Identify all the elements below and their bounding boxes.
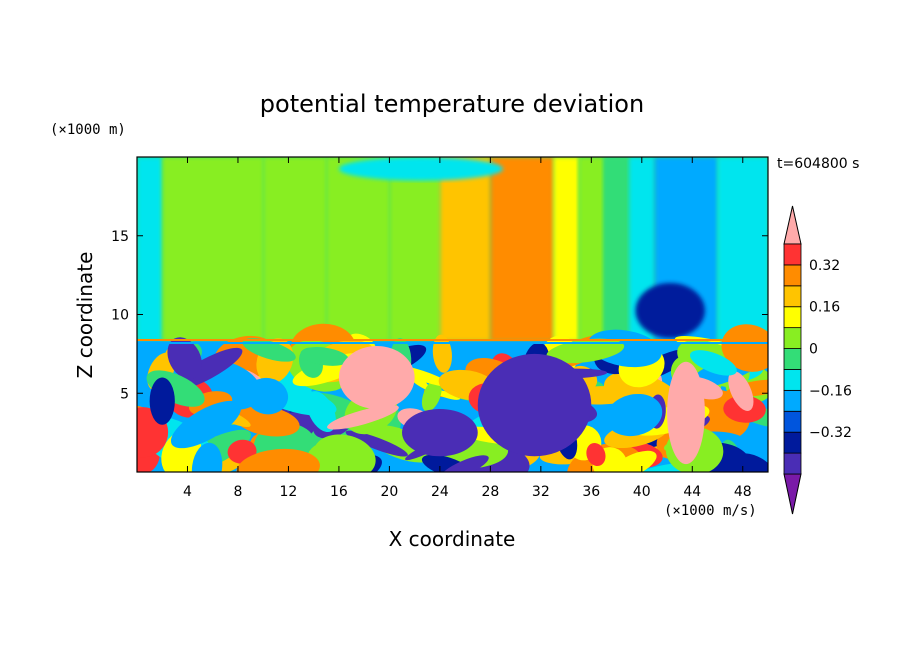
x-axis-label: X coordinate [389, 527, 516, 551]
upper-layer [137, 157, 768, 342]
lower-feature-1 [402, 409, 478, 457]
colorbar-label-4: 0.32 [809, 258, 840, 274]
upper-column-9 [603, 157, 630, 342]
upper-feature-0 [338, 157, 503, 181]
colorbar-box-4 [783, 369, 802, 391]
x-tick-label-32: 32 [532, 484, 550, 500]
colorbar-box-8 [783, 285, 802, 308]
turbulence-blob-148 [167, 337, 202, 380]
colorbar-box-7 [783, 306, 802, 329]
x-units-label: (×1000 m/s) [664, 503, 757, 519]
x-tick-label-20: 20 [380, 484, 398, 500]
colorbar-box-5 [783, 348, 802, 370]
plot-area [137, 157, 768, 472]
lower-feature-2 [338, 346, 415, 409]
turbulence-blob-77 [234, 405, 300, 437]
turbulence-blob-168 [606, 393, 663, 437]
upper-feature-1 [635, 283, 705, 339]
chart-title: potential temperature deviation [260, 90, 644, 118]
colorbar-label-3: 0.16 [809, 300, 840, 316]
turbulence-blob-114 [236, 448, 320, 472]
turbulence-blob-153 [546, 338, 625, 364]
colorbar-label-1: −0.16 [809, 383, 852, 399]
y-axis-label: Z coordinate [73, 252, 97, 379]
y-axis-ticks: 5 10 15 [111, 229, 768, 402]
upper-column-2 [263, 157, 327, 342]
turbulence-blob-151 [609, 450, 657, 472]
y-tick-label-10: 10 [111, 308, 129, 324]
y-tick-label-15: 15 [111, 229, 129, 245]
x-tick-label-16: 16 [330, 484, 348, 500]
x-tick-label-8: 8 [233, 484, 242, 500]
time-label: t=604800 s [777, 156, 859, 172]
turbulence-blob-117 [421, 454, 474, 472]
turbulence-blob-163 [689, 350, 737, 376]
x-tick-label-36: 36 [582, 484, 600, 500]
upper-column-6 [490, 157, 554, 342]
lower-feature-4 [149, 377, 175, 425]
colorbar-box-6 [783, 327, 802, 349]
turbulence-blob-150 [721, 324, 768, 372]
turbulence-blob-96 [313, 434, 376, 472]
turbulence-blob-58 [345, 430, 408, 457]
upper-column-7 [553, 157, 580, 342]
colorbar-box-3 [783, 389, 802, 412]
colorbar-extend-max [783, 205, 802, 245]
colorbar-extend-min [783, 473, 802, 515]
x-tick-label-12: 12 [280, 484, 298, 500]
x-tick-label-28: 28 [481, 484, 499, 500]
lower-feature-3 [667, 361, 705, 465]
x-axis-ticks: 4 8 12 16 20 24 28 32 36 40 44 48 [183, 157, 752, 500]
lower-layer [137, 323, 768, 472]
turbulence-blob-126 [421, 379, 442, 412]
y-tick-label-5: 5 [120, 386, 129, 402]
turbulence-blob-62 [432, 334, 452, 373]
turbulence-blob-109 [327, 405, 399, 430]
upper-column-12 [717, 157, 768, 342]
colorbar: −0.32 −0.16 0 0.16 0.32 [783, 205, 852, 515]
inversion-line-orange [137, 339, 768, 341]
turbulence-blob-156 [728, 371, 754, 411]
turbulence-blob-134 [300, 347, 349, 366]
colorbar-box-10 [783, 243, 802, 266]
upper-column-5 [439, 157, 491, 342]
upper-column-4 [389, 157, 441, 342]
colorbar-box-2 [783, 410, 802, 433]
x-tick-label-44: 44 [683, 484, 701, 500]
upper-column-0 [137, 157, 163, 342]
colorbar-label-0: −0.32 [809, 425, 852, 441]
colorbar-label-2: 0 [809, 342, 818, 358]
y-units-label: (×1000 m) [50, 122, 126, 138]
colorbar-box-9 [783, 264, 802, 287]
colorbar-box-1 [783, 431, 802, 454]
turbulence-blob-133 [171, 347, 243, 391]
turbulence-blob-127 [586, 443, 606, 467]
upper-column-8 [578, 157, 605, 342]
lower-feature-0 [477, 353, 592, 457]
x-tick-label-48: 48 [734, 484, 752, 500]
turbulence-blob-169 [170, 400, 242, 449]
turbulence-blob-129 [439, 455, 489, 472]
turbulence-blob-158 [191, 442, 223, 472]
upper-column-1 [162, 157, 264, 342]
inversion-line-blue [137, 342, 768, 344]
x-tick-label-40: 40 [633, 484, 651, 500]
upper-column-3 [326, 157, 390, 342]
turbulence-blob-166 [242, 338, 296, 362]
x-tick-label-24: 24 [431, 484, 449, 500]
colorbar-box-0 [783, 452, 802, 475]
x-tick-label-4: 4 [183, 484, 192, 500]
turbulence-blob-138 [246, 377, 289, 415]
